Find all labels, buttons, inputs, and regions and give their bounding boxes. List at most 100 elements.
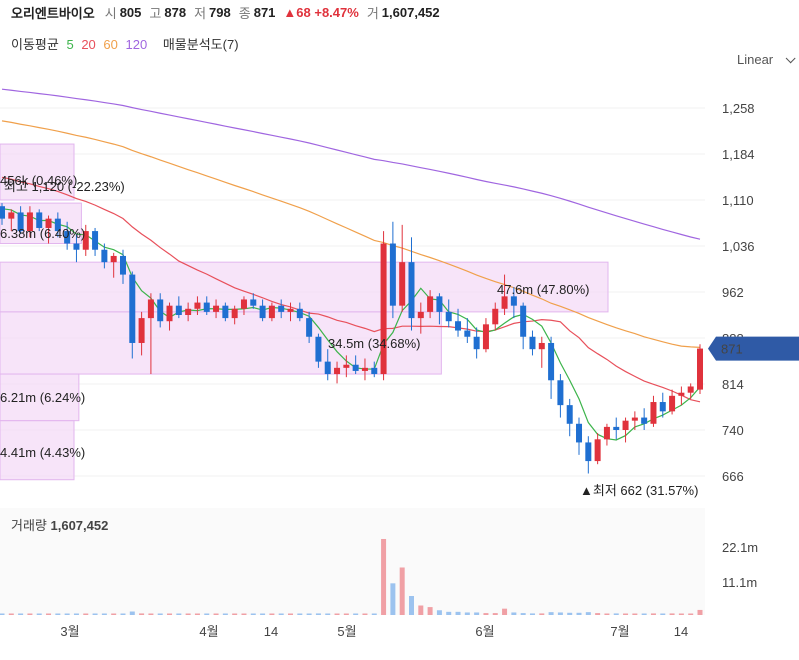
volume-bar (688, 613, 694, 615)
price-axis: 6667408148889621,0361,1101,1841,25822.1m… (11, 101, 758, 590)
candle (36, 209, 43, 232)
candle (26, 206, 33, 238)
candle (445, 299, 452, 328)
profile-box (0, 143, 75, 201)
candle (464, 318, 471, 343)
volume-bar (595, 613, 601, 615)
ma120-label[interactable]: 120 (125, 37, 148, 52)
volume-bar (213, 613, 219, 615)
candle-body (380, 243, 387, 375)
price-tick-label: 1,110 (722, 193, 754, 208)
close-label: 종 (238, 5, 251, 21)
candle-body (464, 330, 471, 337)
candle-body (576, 423, 583, 443)
candle-body (622, 420, 629, 430)
volume-profile (0, 143, 609, 481)
candle-body (371, 367, 378, 375)
candle (492, 302, 499, 331)
candle (231, 305, 238, 325)
candle (185, 302, 192, 322)
ma60-line (1, 120, 701, 348)
volume-bar (250, 613, 256, 615)
volume-bar (650, 613, 656, 615)
volume-bar (623, 613, 629, 615)
candle-body (250, 299, 257, 306)
volume-bar (306, 613, 312, 615)
ma20-label[interactable]: 20 (81, 37, 96, 52)
volume-bar (399, 567, 405, 615)
candle-body (8, 212, 15, 219)
volume-bar (120, 613, 126, 615)
candle-body (0, 206, 5, 219)
profile-label[interactable]: 매물분석도(7) (162, 37, 239, 52)
volume-bar (64, 613, 70, 615)
candle (399, 224, 406, 312)
candle-body (687, 386, 694, 393)
scale-label[interactable]: Linear (737, 52, 774, 67)
chart-grid (0, 107, 705, 477)
candle-body (101, 249, 108, 263)
candle (669, 389, 676, 415)
candle-body (240, 299, 247, 309)
time-tick-label: 6월 (475, 624, 494, 639)
candle (129, 271, 136, 359)
candle (510, 287, 517, 319)
candle (436, 293, 443, 325)
volume-bar (315, 613, 321, 615)
volume-title-value: 1,607,452 (51, 518, 109, 533)
volume-bar (241, 613, 247, 615)
volume-bar (27, 613, 33, 615)
candle-body (315, 336, 322, 362)
candle-body (659, 402, 666, 412)
candle (566, 398, 573, 437)
open-label: 시 (104, 5, 117, 21)
candle-body (64, 231, 71, 244)
time-tick-label: 4월 (199, 624, 218, 639)
volume-bar (176, 613, 182, 615)
volume-bar (548, 612, 554, 615)
candle-body (399, 262, 406, 306)
volume-tick-label: 11.1m (722, 575, 757, 590)
volume-bar (669, 613, 675, 615)
time-tick-label: 14 (264, 624, 278, 639)
ma20-line (1, 176, 701, 403)
volume-bar (502, 608, 508, 615)
candle-body (482, 324, 489, 350)
volume-bar (36, 613, 42, 615)
volume-bar (427, 607, 433, 615)
candle (306, 311, 313, 343)
volume-bar (55, 613, 61, 615)
volume-bar (446, 611, 452, 615)
candle-body (389, 243, 396, 306)
ma-label[interactable]: 이동평균 (11, 37, 59, 52)
volume-bar (604, 613, 610, 615)
indicator-legend[interactable]: 이동평균 5 20 60 120 매물분석도(7) (11, 34, 243, 53)
candle-body (259, 305, 266, 319)
ma60-label[interactable]: 60 (103, 37, 118, 52)
current-price-tag: 871 (708, 336, 799, 361)
volume-bar (567, 612, 573, 615)
volume-bar (325, 613, 331, 615)
price-tick-label: 1,184 (722, 147, 755, 162)
price-tag-box (708, 336, 799, 361)
candle (278, 299, 285, 319)
candles (0, 203, 703, 474)
candle-body (343, 364, 350, 368)
candle (380, 231, 387, 381)
volume-bar (92, 613, 98, 615)
ma5-label[interactable]: 5 (66, 37, 74, 52)
candle (520, 302, 527, 350)
candle (119, 249, 126, 284)
candle-body (54, 218, 61, 232)
candle (613, 417, 620, 440)
candle-body (492, 308, 499, 325)
scale-dropdown[interactable]: Linear (737, 52, 796, 67)
volume-bar (288, 613, 294, 615)
candle-body (594, 439, 601, 462)
candle (417, 302, 424, 334)
candle (352, 355, 359, 375)
volume-bars (0, 508, 705, 615)
candle (687, 383, 694, 399)
candle-body (185, 308, 192, 315)
